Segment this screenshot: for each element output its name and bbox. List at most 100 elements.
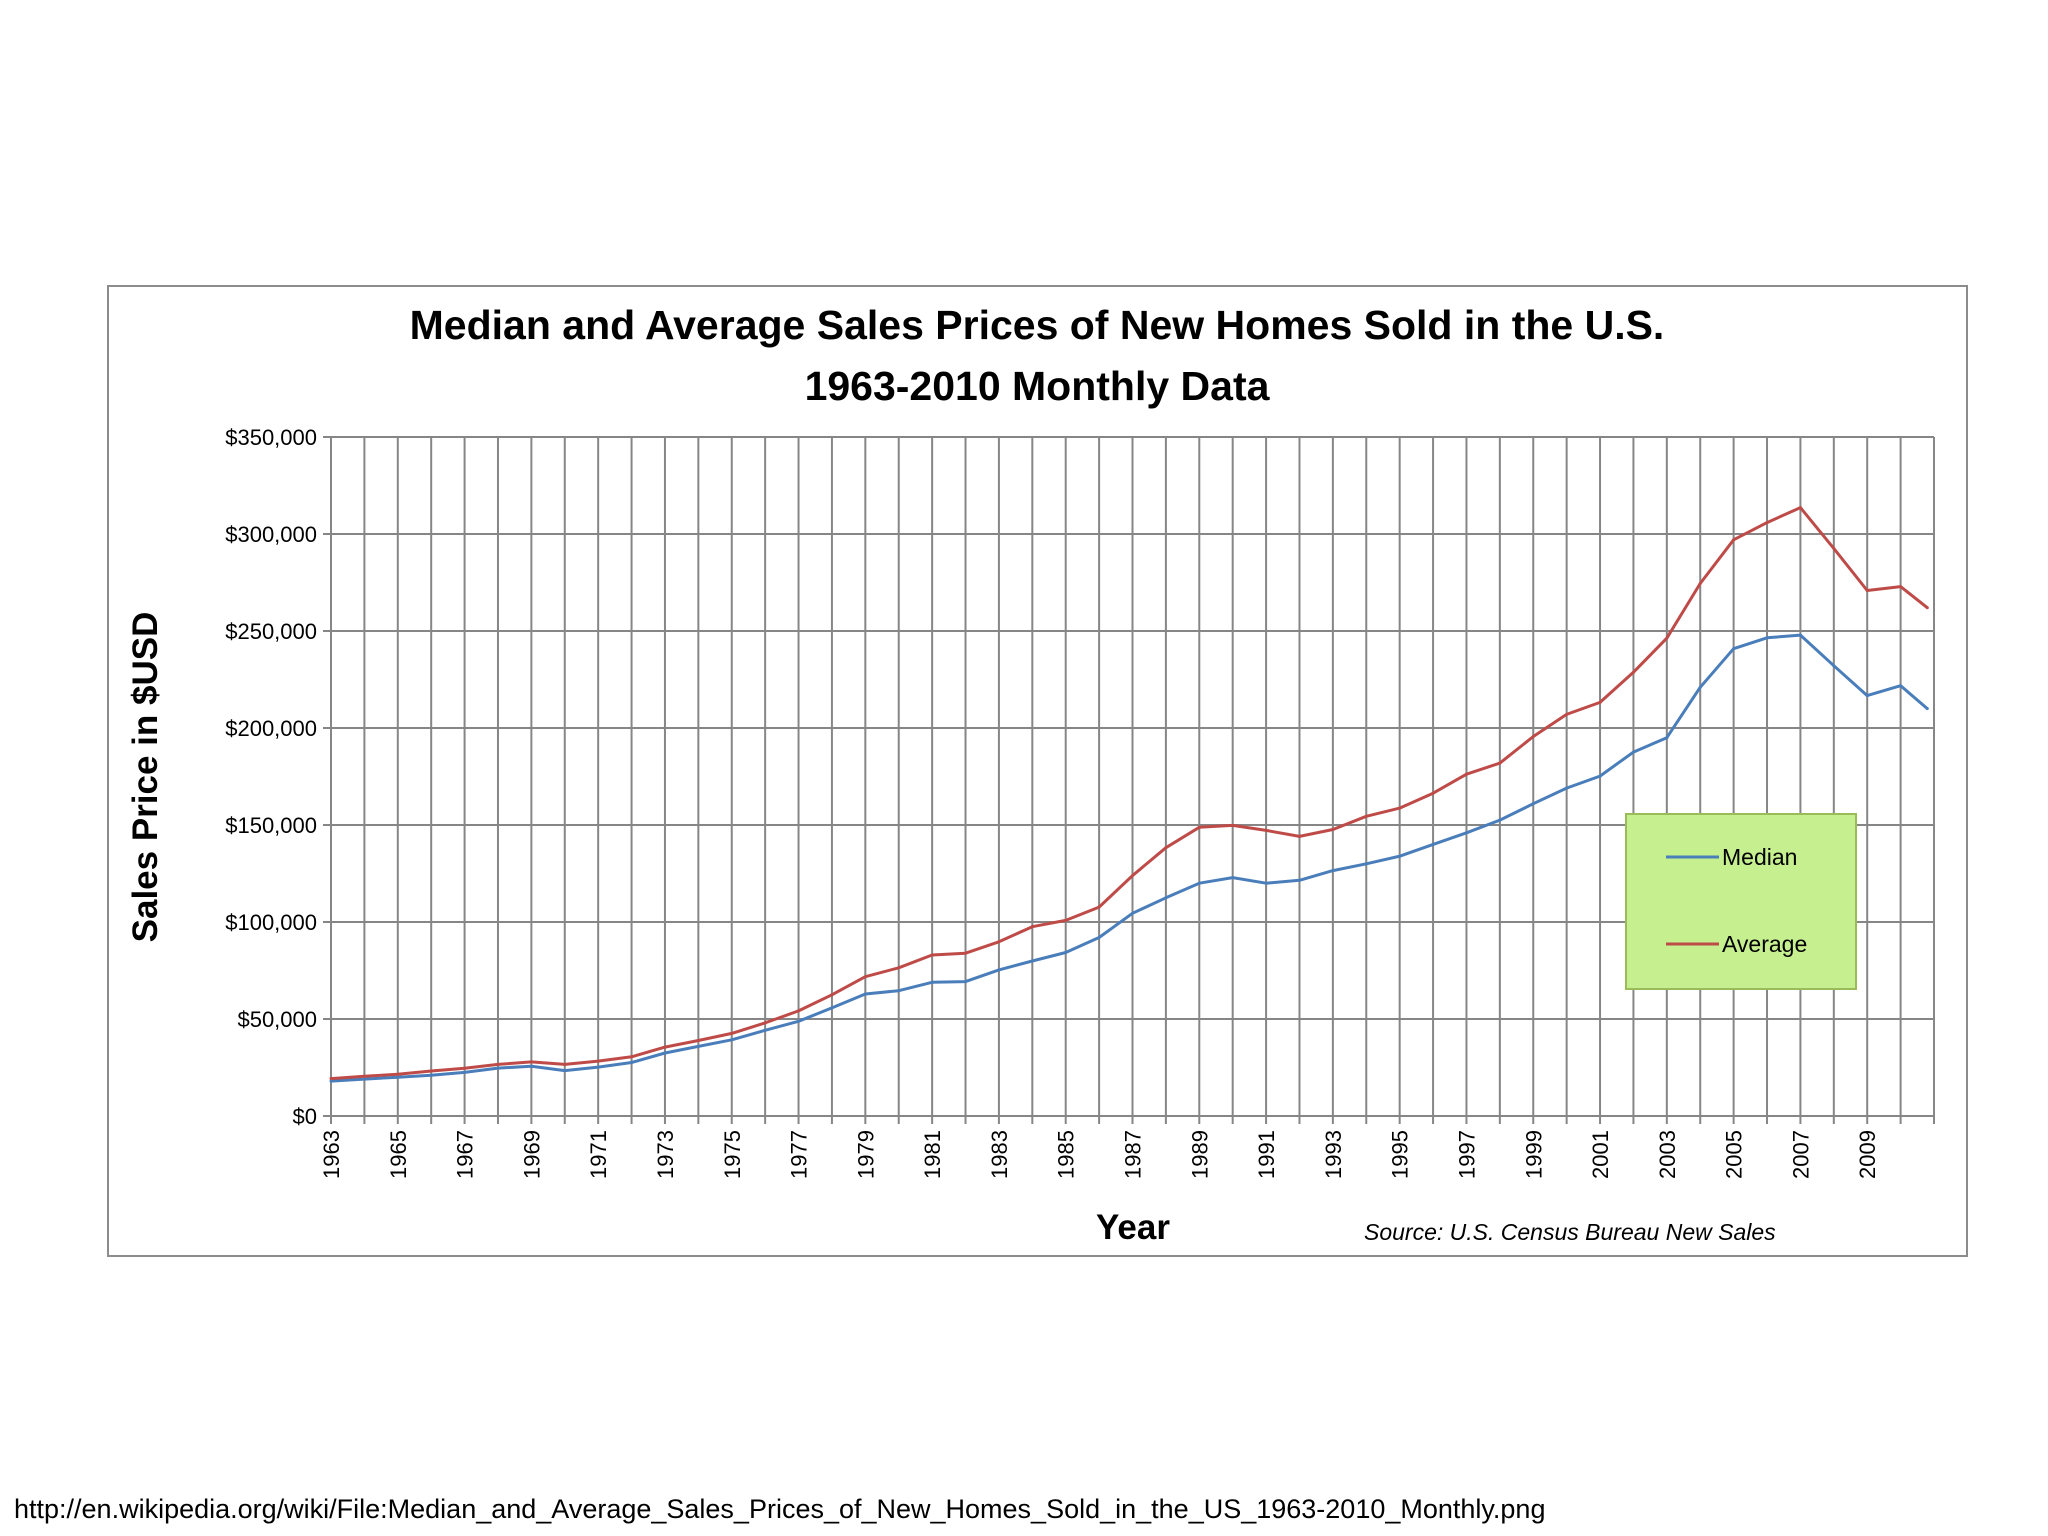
x-tick-label: 2003: [1655, 1130, 1680, 1179]
x-tick-label: 1985: [1054, 1130, 1079, 1179]
data-point-average: [529, 1060, 533, 1064]
x-tick-label: 2009: [1855, 1130, 1880, 1179]
data-point-average: [1398, 806, 1402, 810]
data-point-average: [1097, 905, 1101, 909]
legend: Median Average: [1625, 813, 1857, 990]
x-tick-label: 1973: [653, 1130, 678, 1179]
legend-box: [1625, 813, 1857, 990]
data-point-median: [997, 968, 1001, 972]
data-point-median: [463, 1070, 467, 1074]
y-tick-label: $300,000: [225, 522, 317, 547]
data-point-average: [1498, 761, 1502, 765]
data-point-median: [1531, 802, 1535, 806]
data-point-median: [1498, 818, 1502, 822]
x-tick-label: 1971: [586, 1130, 611, 1179]
x-tick-label: 1967: [453, 1130, 478, 1179]
data-point-median: [496, 1066, 500, 1070]
series-lines: [329, 506, 1929, 1083]
data-point-average: [1565, 712, 1569, 716]
data-point-average: [1698, 581, 1702, 585]
data-point-average: [329, 1077, 333, 1081]
data-point-median: [1030, 959, 1034, 963]
legend-label-average: Average: [1722, 931, 1807, 957]
grid: [323, 436, 1935, 1124]
data-point-median: [563, 1069, 567, 1073]
x-tick-label: 1983: [987, 1130, 1012, 1179]
data-point-median: [1925, 707, 1929, 711]
data-point-median: [362, 1077, 366, 1081]
data-point-median: [1765, 636, 1769, 640]
x-tick-label: 2005: [1722, 1130, 1747, 1179]
data-point-average: [863, 975, 867, 979]
data-point-average: [1665, 636, 1669, 640]
data-point-average: [1631, 670, 1635, 674]
data-point-median: [630, 1060, 634, 1064]
data-point-median: [830, 1006, 834, 1010]
data-point-median: [1698, 685, 1702, 689]
data-point-average: [1598, 700, 1602, 704]
data-point-median: [1264, 881, 1268, 885]
x-tick-label: 1997: [1454, 1130, 1479, 1179]
data-point-average: [1732, 538, 1736, 542]
data-point-median: [763, 1028, 767, 1032]
chart: Median and Average Sales Prices of New H…: [126, 302, 1935, 1247]
data-point-average: [596, 1059, 600, 1063]
data-point-average: [1164, 846, 1168, 850]
x-tick-label: 1995: [1388, 1130, 1413, 1179]
x-tick-label: 1969: [519, 1130, 544, 1179]
data-point-median: [1064, 950, 1068, 954]
data-point-average: [362, 1074, 366, 1078]
x-tick-label: 2007: [1788, 1130, 1813, 1179]
data-point-median: [1631, 750, 1635, 754]
data-point-median: [1131, 911, 1134, 915]
data-point-median: [1798, 633, 1802, 637]
data-point-average: [1030, 925, 1034, 929]
y-tick-label: $250,000: [225, 619, 317, 644]
x-tick-label: 1979: [853, 1130, 878, 1179]
source-url[interactable]: http://en.wikipedia.org/wiki/File:Median…: [14, 1494, 1546, 1524]
data-point-median: [730, 1038, 734, 1042]
x-tick-label: 1991: [1254, 1130, 1279, 1179]
data-point-median: [1398, 854, 1402, 858]
data-point-average: [1765, 521, 1769, 525]
data-point-median: [863, 992, 867, 996]
data-point-average: [1798, 506, 1802, 510]
chart-subtitle: 1963-2010 Monthly Data: [805, 363, 1271, 409]
x-tick-label: 1989: [1187, 1130, 1212, 1179]
data-point-average: [396, 1072, 400, 1076]
data-point-average: [1364, 814, 1368, 818]
data-point-average: [496, 1062, 500, 1066]
data-point-median: [396, 1075, 400, 1079]
data-point-median: [1331, 869, 1335, 873]
x-tick-label: 1987: [1121, 1130, 1146, 1179]
data-point-average: [1331, 827, 1335, 831]
data-point-median: [329, 1079, 333, 1083]
y-axis-label: Sales Price in $USD: [126, 612, 165, 943]
y-tick-label: $50,000: [237, 1007, 317, 1032]
y-tick-label: $0: [293, 1104, 317, 1129]
data-point-median: [964, 980, 968, 984]
data-point-average: [563, 1062, 567, 1066]
data-point-median: [1231, 876, 1235, 880]
data-point-median: [1364, 862, 1368, 866]
data-point-median: [1598, 774, 1602, 778]
data-point-average: [1231, 823, 1235, 827]
data-point-average: [463, 1066, 467, 1070]
data-point-median: [930, 980, 934, 984]
y-tick-label: $150,000: [225, 813, 317, 838]
data-point-average: [1832, 546, 1836, 550]
data-point-average: [897, 966, 901, 970]
data-point-median: [1665, 736, 1669, 740]
data-point-average: [964, 951, 968, 955]
data-point-average: [429, 1069, 433, 1073]
data-point-average: [1297, 834, 1301, 838]
x-tick-label: 1977: [787, 1130, 812, 1179]
data-point-average: [830, 993, 834, 997]
data-point-average: [797, 1009, 801, 1013]
data-point-average: [663, 1045, 667, 1049]
data-point-median: [1164, 896, 1168, 900]
y-tick-label: $100,000: [225, 910, 317, 935]
y-tick-label: $350,000: [225, 425, 317, 450]
data-point-average: [930, 953, 934, 957]
x-tick-label: 1999: [1521, 1130, 1546, 1179]
